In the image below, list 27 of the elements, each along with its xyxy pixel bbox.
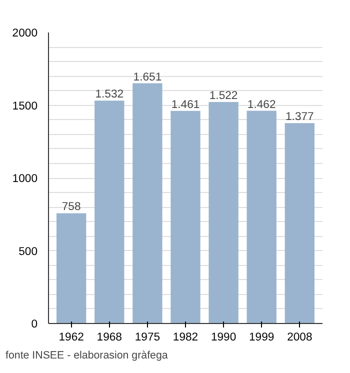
bar — [170, 110, 200, 324]
data-label: 1.461 — [171, 98, 200, 111]
bar — [56, 213, 86, 324]
bar — [94, 100, 124, 324]
y-tick-label: 1500 — [12, 100, 38, 112]
bar — [246, 110, 276, 324]
x-tick-label: 1975 — [134, 332, 160, 344]
data-label: 758 — [62, 201, 81, 214]
x-tick-label: 1990 — [210, 332, 236, 344]
data-label: 1.532 — [95, 88, 124, 101]
x-tick-label: 1968 — [96, 332, 122, 344]
y-tick-label: 1000 — [12, 173, 38, 185]
x-tick-label: 1962 — [58, 332, 84, 344]
y-tick-label: 0 — [31, 318, 38, 330]
source-note: fonte INSEE - elaborasion gràfega — [6, 350, 168, 362]
data-label: 1.462 — [247, 98, 276, 111]
y-tick-label: 500 — [18, 246, 38, 258]
x-tick-label: 2008 — [287, 332, 312, 344]
x-tick-label: 1982 — [172, 332, 198, 344]
data-label: 1.377 — [285, 111, 314, 124]
data-label: 1.651 — [133, 71, 162, 84]
x-tick-label: 1999 — [249, 332, 274, 344]
bar — [284, 123, 315, 324]
bar — [132, 83, 162, 324]
y-tick-label: 2000 — [12, 28, 38, 40]
bar — [208, 102, 238, 324]
data-label: 1.522 — [209, 90, 238, 102]
